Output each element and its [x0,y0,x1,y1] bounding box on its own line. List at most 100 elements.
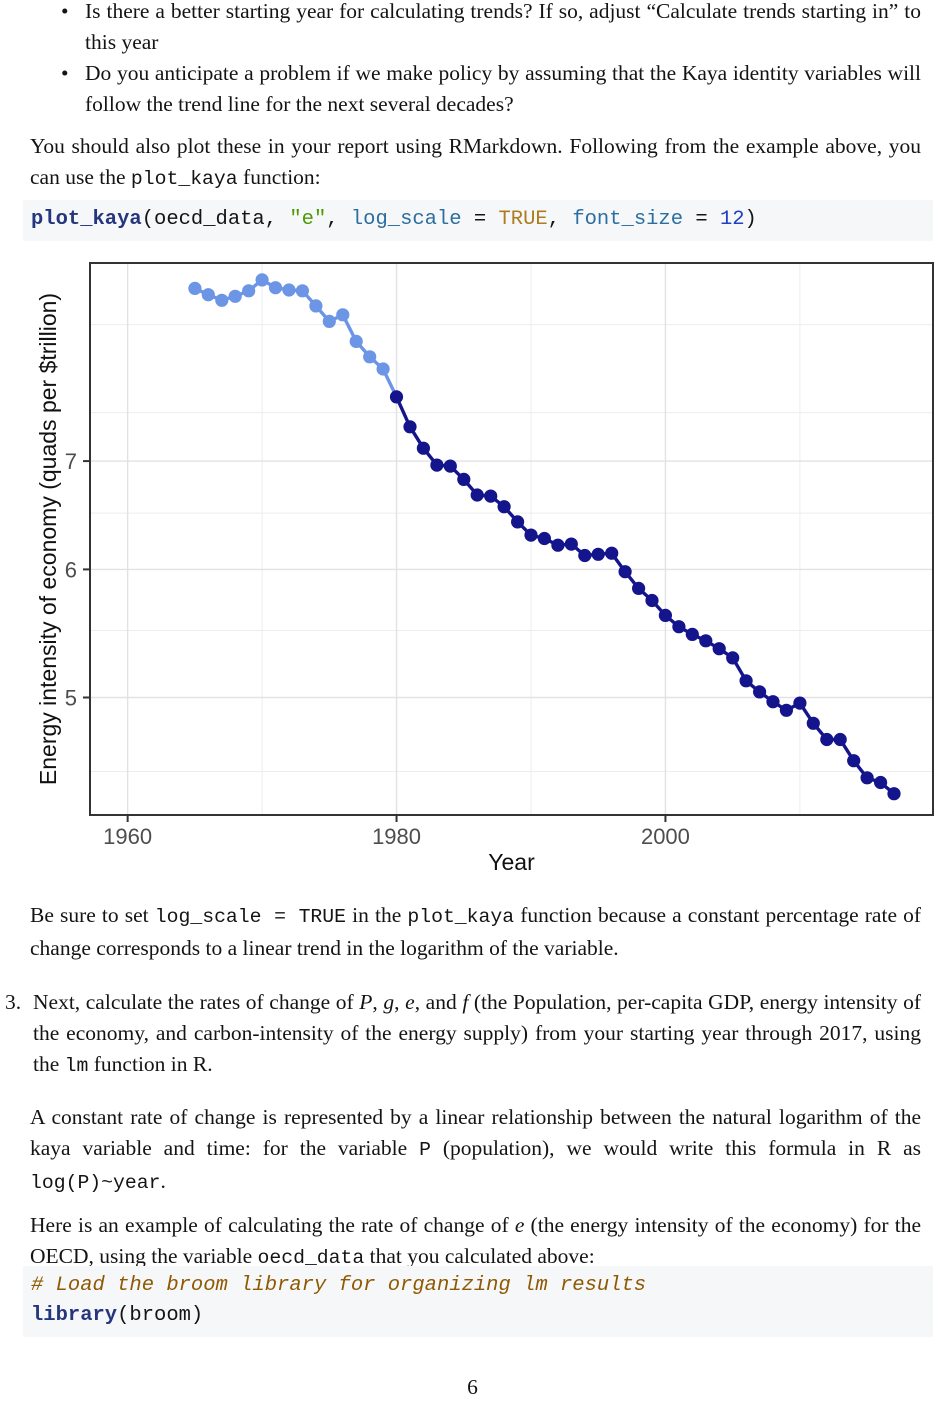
y-tick-label: 5 [65,686,77,711]
data-point [860,771,874,785]
code-token-st: "e" [289,208,327,231]
x-tick-label: 2000 [641,824,690,849]
code-token-co: # Load the broom library for organizing … [31,1274,647,1297]
code-block-library-broom: # Load the broom library for organizing … [23,1266,933,1337]
data-point [739,674,753,688]
data-point [255,273,269,287]
code-token-fu: plot_kaya [31,208,142,231]
data-point [403,420,417,434]
data-point [578,548,592,563]
data-point [551,538,565,552]
y-axis-title: Energy intensity of economy (quads per $… [35,293,61,785]
code-line: library(broom) [31,1304,204,1327]
x-tick-label: 1980 [372,824,421,849]
code-token-at: log_scale [350,208,462,231]
item-number: 3. [5,990,22,1014]
bullet-item: Is there a better starting year for calc… [61,0,921,58]
data-point [268,281,283,295]
code-token-fu: library [31,1304,118,1327]
data-point [376,362,390,376]
data-point [712,642,726,656]
plot-border [89,262,934,816]
data-point [228,289,242,303]
paragraph-example: Here is an example of calculating the ra… [30,1213,921,1269]
data-point [887,787,901,801]
bullet-list: Is there a better starting year for calc… [61,0,921,120]
data-series [188,273,901,801]
inline-code: oecd_data [257,1247,365,1269]
data-point [779,703,794,717]
data-point [537,531,552,546]
code-line: plot_kaya(oecd_data, "e", log_scale = TR… [31,208,757,231]
data-point [497,500,511,514]
page-number: 6 [467,1375,478,1399]
x-tick-label: 1960 [103,824,152,849]
data-point [632,581,646,595]
line-before-trend [194,278,399,398]
data-point [201,288,215,302]
data-point [336,308,350,322]
y-tick-label: 7 [65,449,77,474]
italic-variable: P [359,990,373,1014]
inline-code: plot_kaya [130,168,238,190]
data-point [443,459,457,473]
data-point [524,528,538,542]
data-point [726,651,740,665]
data-point [484,489,498,503]
data-point [416,441,430,455]
italic-variable: g [383,990,395,1014]
kaya-energy-intensity-chart: 7 6 5 1960 1980 2000 Year Energy intensity of e… [24,252,941,897]
data-point [699,634,713,648]
data-point [309,299,323,313]
data-point [242,284,256,298]
paragraph-plot-kaya-intro: You should also plot these in your repor… [30,134,921,190]
numbered-item-3: 3. Next, calculate the rates of change o… [0,987,921,1082]
item-3-text: Next, calculate the rates of change of P… [33,990,922,1077]
data-point [322,314,336,328]
inline-code: plot_kaya [407,906,515,928]
axes: 7 6 5 1960 1980 2000 Year Energy intensity of e… [35,293,690,875]
data-point [511,515,525,529]
code-token-cn: TRUE [498,208,548,231]
paragraph-constant-rate: A constant rate of change is represented… [30,1105,921,1194]
data-point [389,390,404,404]
italic-variable: f [462,990,469,1014]
bullet-item: Do you anticipate a problem if we make p… [61,58,921,120]
data-point [349,334,363,348]
italic-variable: e [405,990,415,1014]
data-point [457,472,471,486]
y-tick-label: 6 [65,557,77,582]
inline-code: lm [64,1055,89,1077]
data-point [874,775,888,790]
data-point [672,620,686,634]
data-point [591,547,605,561]
data-point [618,565,632,579]
data-point [282,283,296,297]
paragraph-be-sure: Be sure to set log_scale = TRUE in the p… [30,903,922,960]
data-point [806,716,820,730]
data-point [753,685,767,699]
data-point [363,350,377,364]
inline-code: P [419,1139,431,1161]
data-point [188,281,202,295]
data-point [564,537,578,551]
data-point [793,696,807,710]
data-point [685,627,699,641]
data-point [215,293,229,307]
data-point [658,608,673,622]
data-point [820,732,834,747]
code-token-at: font_size [572,208,684,231]
code-token-dv: 12 [719,208,745,231]
inline-code: log(P)~year [30,1172,161,1194]
data-point [470,488,484,502]
data-point [833,732,847,747]
data-point [430,458,444,472]
data-point [605,546,619,560]
italic-variable: e [514,1213,525,1237]
line-trend-years [394,396,896,796]
gridlines [90,263,933,815]
code-line: # Load the broom library for organizing … [31,1271,925,1301]
data-point [295,284,309,298]
inline-code: log_scale = TRUE [154,906,347,928]
